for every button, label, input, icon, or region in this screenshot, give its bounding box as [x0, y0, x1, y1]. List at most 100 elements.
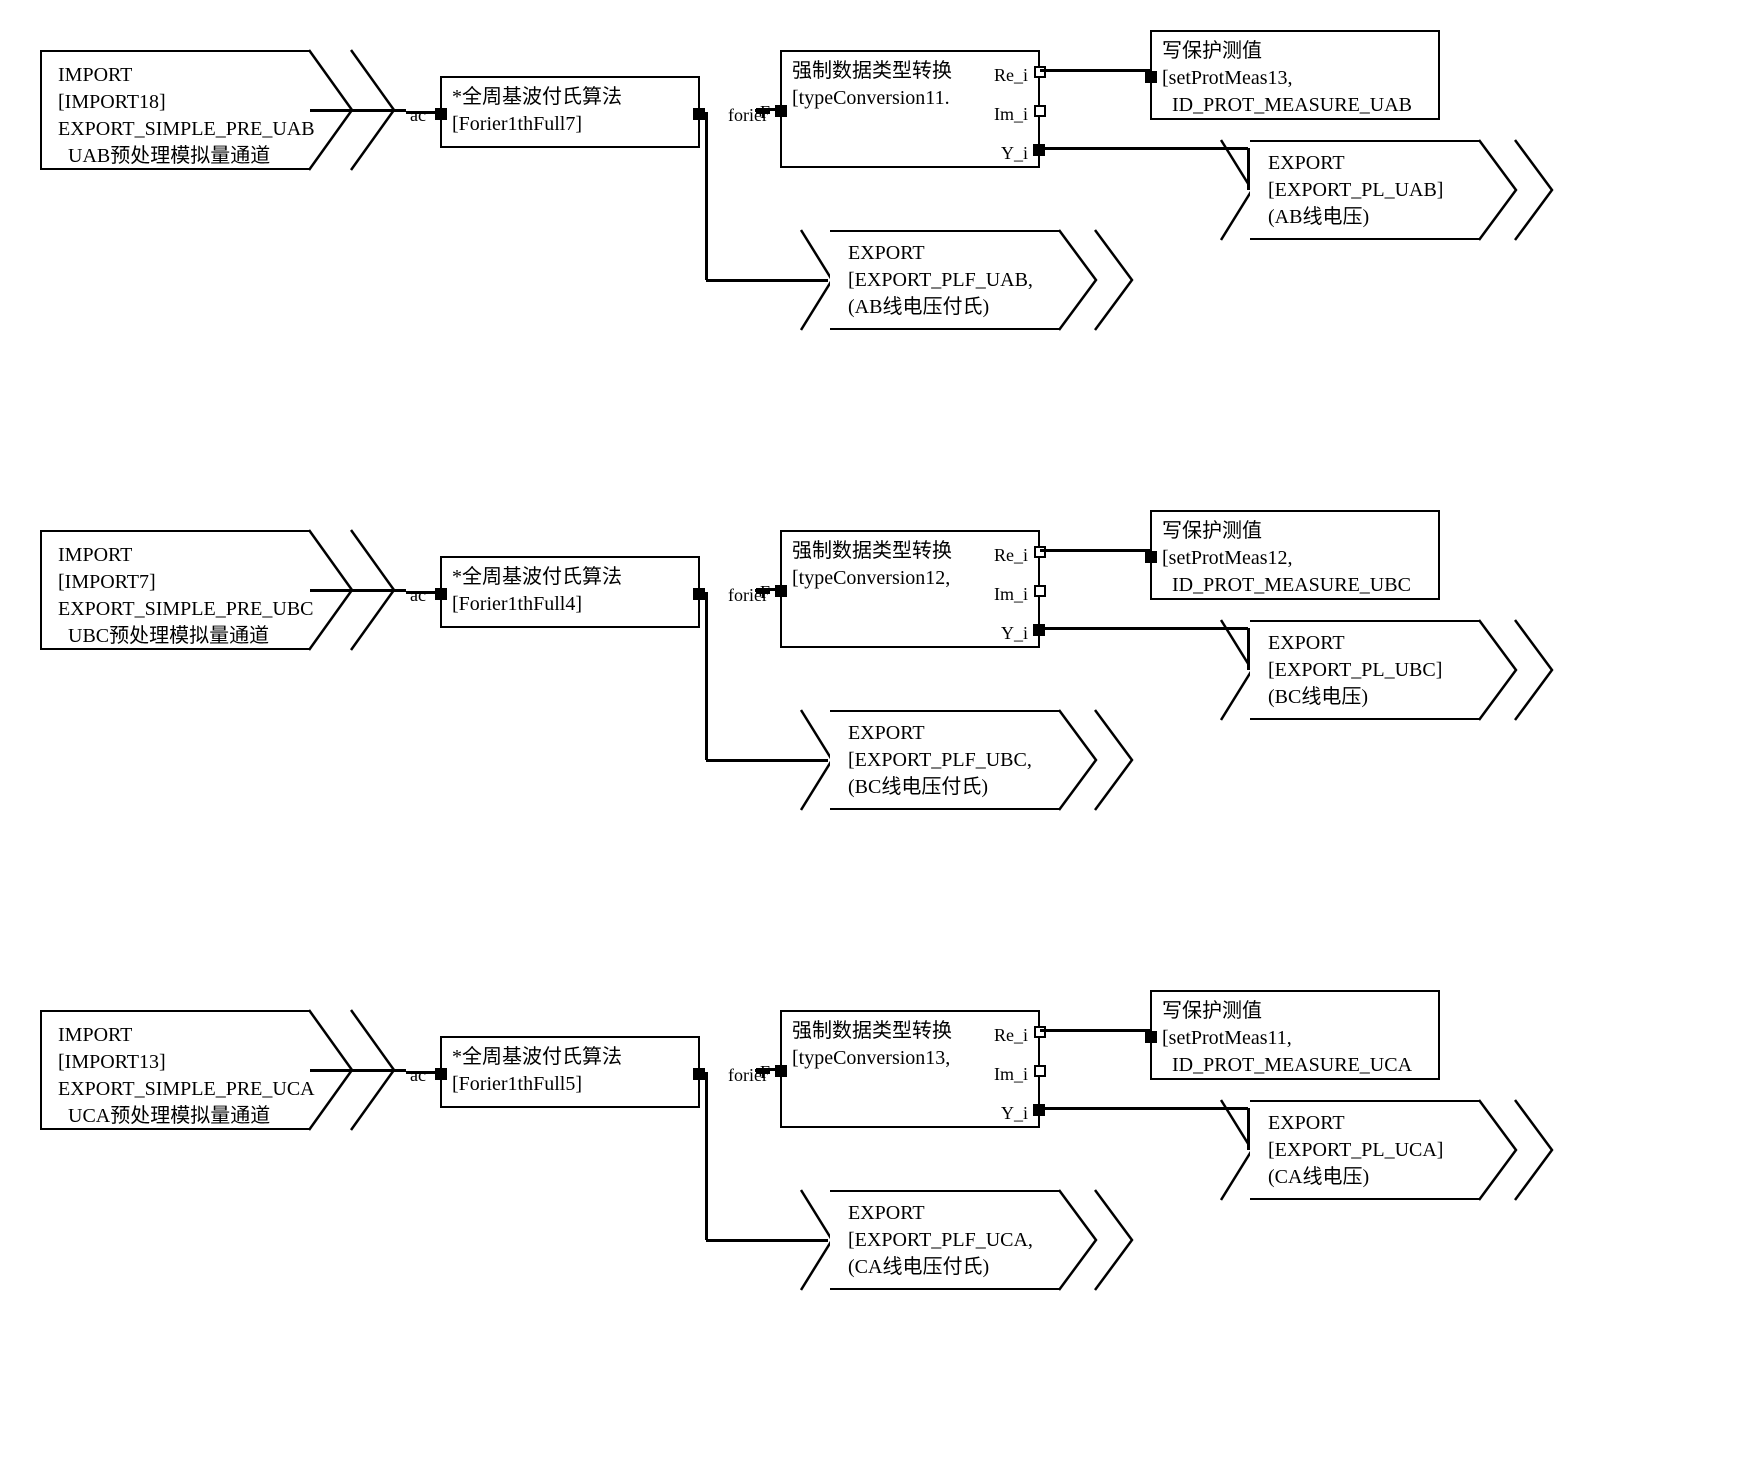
wire: [1149, 1030, 1152, 1035]
prot-block-uca: 写保护测值[setProtMeas11, ID_PROT_MEASURE_UCA: [1150, 990, 1440, 1080]
prot-l2: [setProtMeas13,: [1162, 65, 1428, 92]
export-l3: (CA线电压付氏): [848, 1254, 1048, 1281]
fourier-block-uab: *全周基波付氏算法[Forier1thFull7]acforier: [440, 76, 700, 148]
conv-in-port: [775, 585, 787, 597]
export-l1: EXPORT: [1268, 1110, 1468, 1137]
prot-l2: [setProtMeas11,: [1162, 1025, 1428, 1052]
chevron-icon: [1094, 709, 1134, 811]
port-y-i: [1033, 144, 1045, 156]
export-l2: [EXPORT_PLF_UBC,: [848, 747, 1048, 774]
wire: [1040, 627, 1248, 630]
prot-l3: ID_PROT_MEASURE_UCA: [1162, 1052, 1428, 1079]
export-block-pl-ubc: EXPORT[EXPORT_PL_UBC](BC线电压): [1220, 620, 1540, 720]
wire: [1149, 550, 1152, 555]
export-block-pl-uca: EXPORT[EXPORT_PL_UCA](CA线电压): [1220, 1100, 1540, 1200]
port-label-y: Y_i: [1001, 621, 1028, 645]
fourier-l1: *全周基波付氏算法: [452, 564, 688, 591]
wire: [705, 1072, 708, 1240]
port-re-i: [1034, 66, 1046, 78]
export-l2: [EXPORT_PLF_UAB,: [848, 267, 1048, 294]
fourier-block-ubc: *全周基波付氏算法[Forier1thFull4]acforier: [440, 556, 700, 628]
wire: [406, 1071, 440, 1074]
fourier-block-uca: *全周基波付氏算法[Forier1thFull5]acforier: [440, 1036, 700, 1108]
export-block-plf-uab: EXPORT[EXPORT_PLF_UAB,(AB线电压付氏): [800, 230, 1120, 330]
chevron-icon: [1058, 1189, 1098, 1291]
port-label-ac: ac: [410, 1063, 426, 1087]
port-label-im: Im_i: [994, 1062, 1028, 1086]
wire: [1040, 1107, 1248, 1110]
import-body: IMPORT[IMPORT13]EXPORT_SIMPLE_PRE_UCA UC…: [40, 1010, 310, 1130]
wire: [706, 279, 828, 282]
chevron-icon: [1478, 619, 1518, 721]
import-l1: IMPORT: [58, 542, 294, 569]
prot-l2: [setProtMeas12,: [1162, 545, 1428, 572]
wire: [406, 111, 440, 114]
port-label-y: Y_i: [1001, 141, 1028, 165]
import-l1: IMPORT: [58, 1022, 294, 1049]
port-label-re: Re_i: [994, 1023, 1028, 1047]
wire: [705, 592, 708, 760]
wire: [756, 588, 780, 591]
fourier-in-port: [435, 108, 447, 120]
import-l4: UCA预处理模拟量通道: [58, 1103, 294, 1130]
port-label-im: Im_i: [994, 582, 1028, 606]
export-l3: (AB线电压): [1268, 204, 1468, 231]
export-body: EXPORT[EXPORT_PLF_UAB,(AB线电压付氏): [830, 230, 1060, 330]
export-l2: [EXPORT_PL_UBC]: [1268, 657, 1468, 684]
port-im-i: [1034, 1065, 1046, 1077]
wire: [756, 1068, 780, 1071]
export-body: EXPORT[EXPORT_PL_UAB](AB线电压): [1250, 140, 1480, 240]
conv-l1: 强制数据类型转换: [792, 58, 1028, 85]
import-l2: [IMPORT7]: [58, 569, 294, 596]
port-label-y: Y_i: [1001, 1101, 1028, 1125]
port-label-re: Re_i: [994, 543, 1028, 567]
port-y-i: [1033, 624, 1045, 636]
import-l4: UBC预处理模拟量通道: [58, 623, 294, 650]
port-y-i: [1033, 1104, 1045, 1116]
conv-l2: [typeConversion11.: [792, 85, 1028, 112]
import-l2: [IMPORT18]: [58, 89, 294, 116]
port-label-re: Re_i: [994, 63, 1028, 87]
wire: [1247, 1108, 1250, 1150]
export-block-plf-ubc: EXPORT[EXPORT_PLF_UBC,(BC线电压付氏): [800, 710, 1120, 810]
export-body: EXPORT[EXPORT_PL_UBC](BC线电压): [1250, 620, 1480, 720]
wire: [756, 108, 780, 111]
wire: [310, 109, 406, 112]
chevron-icon: [1514, 619, 1554, 721]
fourier-l2: [Forier1thFull7]: [452, 111, 688, 138]
fourier-in-port: [435, 588, 447, 600]
import-l3: EXPORT_SIMPLE_PRE_UAB: [58, 116, 294, 143]
fourier-l2: [Forier1thFull4]: [452, 591, 688, 618]
port-label-im: Im_i: [994, 102, 1028, 126]
port-im-i: [1034, 585, 1046, 597]
export-l1: EXPORT: [848, 720, 1048, 747]
export-l2: [EXPORT_PL_UCA]: [1268, 1137, 1468, 1164]
export-l3: (BC线电压付氏): [848, 774, 1048, 801]
prot-l3: ID_PROT_MEASURE_UAB: [1162, 92, 1428, 119]
export-l1: EXPORT: [848, 240, 1048, 267]
import-l3: EXPORT_SIMPLE_PRE_UBC: [58, 596, 294, 623]
export-block-plf-uca: EXPORT[EXPORT_PLF_UCA,(CA线电压付氏): [800, 1190, 1120, 1290]
fourier-l1: *全周基波付氏算法: [452, 84, 688, 111]
prot-l1: 写保护测值: [1162, 998, 1428, 1025]
export-body: EXPORT[EXPORT_PLF_UCA,(CA线电压付氏): [830, 1190, 1060, 1290]
prot-l1: 写保护测值: [1162, 518, 1428, 545]
wire: [1247, 148, 1250, 190]
import-l3: EXPORT_SIMPLE_PRE_UCA: [58, 1076, 294, 1103]
prot-l1: 写保护测值: [1162, 38, 1428, 65]
port-label-ac: ac: [410, 583, 426, 607]
typeconv-block-uca: 强制数据类型转换[typeConversion13,FRe_iIm_iY_i: [780, 1010, 1040, 1128]
typeconv-block-uab: 强制数据类型转换[typeConversion11.FRe_iIm_iY_i: [780, 50, 1040, 168]
export-l3: (AB线电压付氏): [848, 294, 1048, 321]
export-body: EXPORT[EXPORT_PLF_UBC,(BC线电压付氏): [830, 710, 1060, 810]
chevron-icon: [1094, 229, 1134, 331]
wire: [1149, 70, 1152, 75]
conv-in-port: [775, 1065, 787, 1077]
prot-l3: ID_PROT_MEASURE_UBC: [1162, 572, 1428, 599]
wire: [406, 591, 440, 594]
import-l2: [IMPORT13]: [58, 1049, 294, 1076]
fourier-out-port: [693, 1068, 705, 1080]
import-l4: UAB预处理模拟量通道: [58, 143, 294, 170]
port-im-i: [1034, 105, 1046, 117]
fourier-l1: *全周基波付氏算法: [452, 1044, 688, 1071]
